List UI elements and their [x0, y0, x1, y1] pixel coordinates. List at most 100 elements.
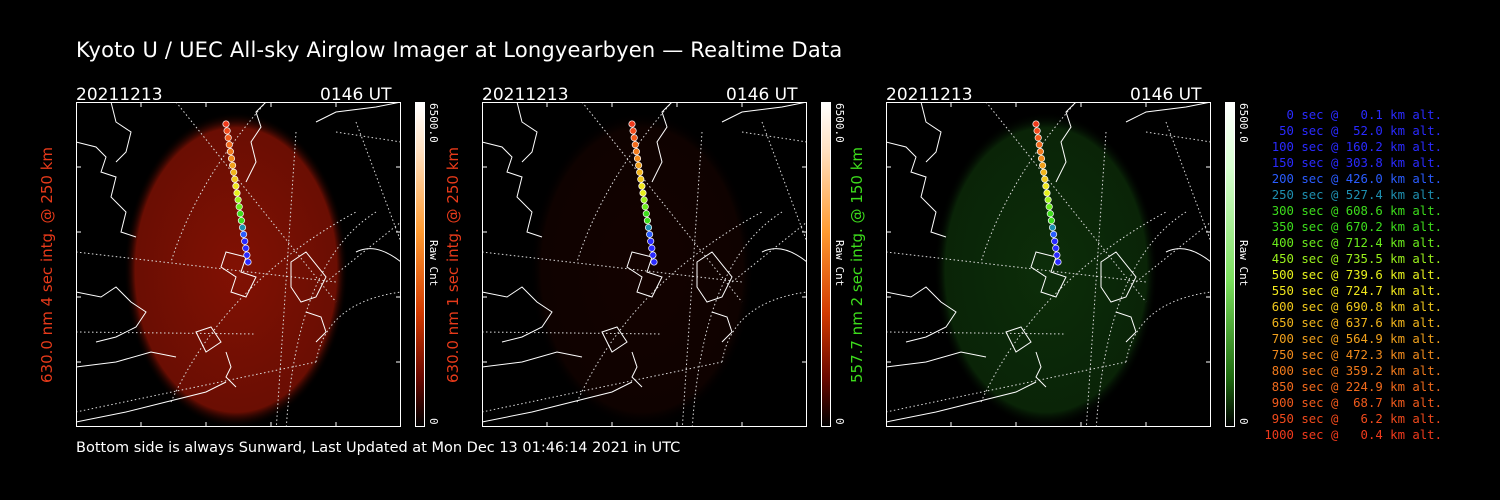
trajectory-point	[223, 127, 231, 135]
trajectory-point	[649, 251, 657, 259]
trajectory-point	[227, 154, 236, 163]
trajectory-point	[1033, 127, 1041, 135]
legend-row: 600 sec @ 690.8 km alt.	[1271, 300, 1442, 314]
frame-ticks	[886, 102, 1211, 427]
trajectory-point	[631, 141, 639, 149]
legend-row: 950 sec @ 6.2 km alt.	[1271, 412, 1442, 426]
panel-time: 0146 UT	[726, 85, 798, 105]
legend-row: 400 sec @ 712.4 km alt.	[1271, 236, 1442, 250]
trajectory-point	[632, 148, 640, 156]
map-frame	[76, 102, 401, 427]
trajectory-point	[1042, 182, 1050, 190]
trajectory-point	[229, 161, 237, 169]
trajectory-point	[1044, 196, 1052, 204]
trajectory-point	[1047, 217, 1055, 225]
footer-note: Bottom side is always Sunward, Last Upda…	[76, 440, 681, 456]
trajectory-point	[1043, 189, 1051, 197]
legend-row: 250 sec @ 527.4 km alt.	[1271, 188, 1442, 202]
legend-row: 150 sec @ 303.8 km alt.	[1271, 156, 1442, 170]
coastlines	[76, 102, 401, 423]
legend-row: 900 sec @ 68.7 km alt.	[1271, 396, 1442, 410]
trajectory-point	[234, 196, 242, 204]
image-panel-2: 20211213 0146 UT 630.0 nm 1 sec intg. @ 25…	[444, 85, 892, 435]
trajectory-point	[224, 134, 232, 142]
allsky-map	[482, 102, 807, 427]
panel-ylabel-text: 630.0 nm 4 sec intg. @ 250 km	[38, 146, 56, 383]
page-title: Kyoto U / UEC All-sky Airglow Imager at …	[76, 38, 843, 62]
map-frame	[886, 102, 1211, 427]
panel-ylabel: 630.0 nm 4 sec intg. @ 250 km	[32, 102, 62, 427]
legend-row: 550 sec @ 724.7 km alt.	[1271, 284, 1442, 298]
legend-row: 200 sec @ 426.0 km alt.	[1271, 172, 1442, 186]
trajectory-legend: 0 sec @ 0.1 km alt. 50 sec @ 52.0 km alt.…	[1262, 107, 1442, 443]
trajectory-point	[1045, 203, 1053, 211]
airglow-disc	[124, 112, 348, 427]
trajectory-point	[1039, 161, 1047, 169]
trajectory-point	[235, 203, 243, 211]
trajectory-point	[1050, 230, 1058, 238]
legend-row: 300 sec @ 608.6 km alt.	[1271, 204, 1442, 218]
trajectory-point	[1051, 237, 1059, 245]
panel-time: 0146 UT	[1130, 85, 1202, 105]
trajectory-point	[1046, 210, 1054, 218]
trajectory-point	[630, 134, 638, 142]
map-grid	[482, 102, 807, 427]
trajectory-markers	[628, 120, 658, 266]
panel-ylabel-text: 557.7 nm 2 sec intg. @ 150 km	[848, 146, 866, 383]
trajectory-point	[237, 217, 245, 225]
trajectory-point	[244, 258, 252, 266]
panel-time: 0146 UT	[320, 85, 392, 105]
trajectory-point	[635, 161, 643, 169]
legend-row: 650 sec @ 637.6 km alt.	[1271, 316, 1442, 330]
frame-ticks	[482, 102, 807, 427]
trajectory-point	[628, 120, 636, 128]
legend-row: 450 sec @ 735.5 km alt.	[1271, 252, 1442, 266]
trajectory-point	[233, 189, 241, 197]
trajectory-point	[236, 210, 244, 218]
trajectory-point	[642, 210, 650, 218]
coastlines	[886, 102, 1211, 423]
trajectory-markers	[222, 120, 252, 266]
image-panel-3: 20211213 0146 UT 557.7 nm 2 sec intg. @ 15…	[848, 85, 1296, 435]
panel-ylabel-text: 630.0 nm 1 sec intg. @ 250 km	[444, 146, 462, 383]
trajectory-point	[650, 258, 658, 266]
trajectory-point	[240, 230, 248, 238]
trajectory-point	[640, 196, 648, 204]
trajectory-point	[1034, 134, 1042, 142]
trajectory-point	[241, 237, 249, 245]
trajectory-point	[1053, 251, 1061, 259]
trajectory-point	[231, 175, 239, 183]
legend-row: 500 sec @ 739.6 km alt.	[1271, 268, 1442, 282]
colorbar	[415, 102, 425, 427]
trajectory-point	[238, 223, 247, 232]
trajectory-point	[225, 141, 233, 149]
trajectory-point	[639, 189, 647, 197]
trajectory-point	[1052, 244, 1060, 252]
legend-row: 100 sec @ 160.2 km alt.	[1271, 140, 1442, 154]
trajectory-point	[242, 244, 250, 252]
trajectory-point	[1035, 141, 1043, 149]
trajectory-point	[636, 168, 644, 176]
map-frame	[482, 102, 807, 427]
allsky-map	[76, 102, 401, 427]
trajectory-point	[1041, 175, 1049, 183]
trajectory-point	[647, 237, 655, 245]
legend-row: 800 sec @ 359.2 km alt.	[1271, 364, 1442, 378]
trajectory-point	[633, 154, 642, 163]
trajectory-point	[230, 168, 238, 176]
trajectory-point	[226, 148, 234, 156]
trajectory-point	[232, 182, 240, 190]
legend-row: 350 sec @ 670.2 km alt.	[1271, 220, 1442, 234]
map-grid	[886, 102, 1211, 427]
frame-ticks	[76, 102, 401, 427]
panel-date: 20211213	[482, 85, 569, 105]
colorbar	[821, 102, 831, 427]
panel-date: 20211213	[886, 85, 973, 105]
trajectory-markers	[1032, 120, 1062, 266]
trajectory-point	[644, 223, 653, 232]
trajectory-point	[641, 203, 649, 211]
colorbar	[1225, 102, 1235, 427]
allsky-map	[886, 102, 1211, 427]
legend-row: 700 sec @ 564.9 km alt.	[1271, 332, 1442, 346]
trajectory-point	[1054, 258, 1062, 266]
